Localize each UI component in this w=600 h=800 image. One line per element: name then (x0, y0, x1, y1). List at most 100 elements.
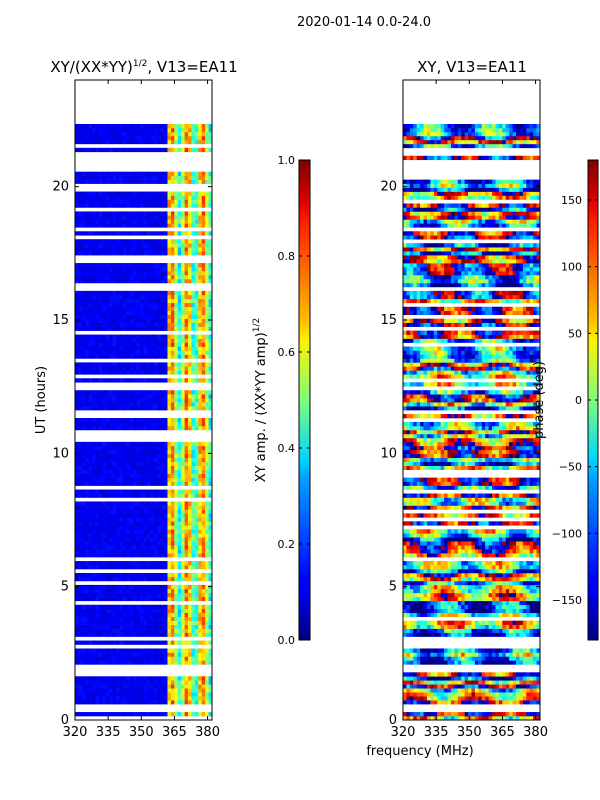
heatmap-cell (201, 525, 206, 530)
heatmap-cell (95, 473, 100, 478)
heatmap-cell (88, 505, 93, 510)
heatmap-cell (440, 716, 445, 720)
heatmap-cell (157, 314, 162, 319)
heatmap-cell (174, 219, 179, 224)
heatmap-cell (129, 314, 134, 319)
heatmap-cell (167, 390, 172, 395)
heatmap-cell (160, 457, 165, 463)
heatmap-cell (167, 362, 172, 367)
heatmap-cell (194, 469, 199, 474)
heatmap-cell (191, 604, 196, 610)
heatmap-cell (184, 203, 189, 208)
heatmap-cell (208, 267, 212, 272)
figure-title: 2020-01-14 0.0-24.0 (297, 15, 431, 30)
heatmap-cell (188, 326, 192, 331)
heatmap-cell (184, 441, 189, 447)
heatmap-cell (88, 243, 93, 248)
heatmap-cell (95, 501, 100, 506)
heatmap-cell (88, 354, 93, 359)
heatmap-cell (136, 596, 141, 602)
heatmap-cell (126, 513, 131, 518)
heatmap-cell (126, 576, 131, 582)
heatmap-cell (184, 263, 189, 268)
heatmap-cell (116, 239, 120, 244)
heatmap-cell (160, 271, 165, 276)
heatmap-cell (140, 306, 144, 312)
heatmap-cell (140, 378, 144, 383)
heatmap-cell (208, 175, 212, 180)
heatmap-cell (164, 592, 168, 598)
heatmap-cell (160, 199, 165, 204)
heatmap-cell (174, 513, 179, 518)
heatmap-cell (164, 390, 168, 395)
heatmap-cell (188, 231, 192, 236)
heatmap-cell (170, 310, 175, 316)
heatmap-cell (150, 274, 155, 280)
heatmap-cell (85, 565, 90, 570)
heatmap-cell (194, 529, 199, 534)
heatmap-cell (174, 147, 179, 153)
heatmap-cell (188, 366, 192, 371)
heatmap-cell (164, 195, 168, 200)
heatmap-cell (181, 584, 185, 590)
heatmap-cell (430, 684, 435, 689)
heatmap-cell (205, 127, 209, 133)
heatmap-cell (136, 223, 141, 228)
heatmap-cell (177, 541, 182, 546)
heatmap-cell (174, 338, 179, 343)
heatmap-cell (194, 362, 199, 367)
heatmap-cell (181, 322, 185, 327)
heatmap-cell (198, 215, 203, 220)
heatmap-cell (133, 588, 138, 594)
heatmap-cell (88, 326, 93, 331)
heatmap-cell (205, 314, 209, 319)
heatmap-cell (78, 696, 83, 701)
heatmap-cell (81, 588, 86, 594)
heatmap-cell (188, 398, 192, 403)
heatmap-cell (112, 473, 117, 478)
heatmap-cell (150, 338, 155, 343)
heatmap-cell (129, 199, 134, 204)
heatmap-cell (92, 696, 96, 701)
heatmap-cell (198, 469, 203, 474)
heatmap-cell (188, 294, 192, 300)
heatmap-cell (481, 716, 486, 720)
heatmap-cell (112, 302, 117, 308)
heatmap-cell (157, 390, 162, 395)
heatmap-cell (167, 366, 172, 371)
heatmap-cell (177, 596, 182, 602)
heatmap-cell (174, 696, 179, 701)
heatmap-cell (188, 505, 192, 510)
heatmap-cell (122, 346, 127, 351)
heatmap-cell (78, 561, 83, 566)
heatmap-cell (194, 298, 199, 304)
heatmap-cell (529, 676, 534, 681)
heatmap-cell (105, 223, 110, 228)
heatmap-cell (112, 465, 117, 470)
heatmap-cell (201, 394, 206, 399)
heatmap-cell (140, 147, 144, 153)
heatmap-cell (208, 402, 212, 407)
heatmap-cell (136, 322, 141, 327)
heatmap-cell (198, 171, 203, 176)
heatmap-cell (105, 278, 110, 284)
heatmap-cell (75, 267, 79, 272)
heatmap-cell (81, 608, 86, 614)
heatmap-cell (457, 672, 462, 677)
heatmap-cell (164, 290, 168, 296)
heatmap-cell (75, 596, 79, 602)
heatmap-cell (181, 533, 185, 538)
heatmap-cell (184, 422, 189, 427)
heatmap-cell (198, 545, 203, 550)
heatmap-cell (170, 576, 175, 582)
heatmap-cell (136, 274, 141, 280)
heatmap-cell (457, 680, 462, 685)
heatmap-cell (112, 656, 117, 661)
heatmap-cell (433, 660, 438, 665)
heatmap-cell (133, 247, 138, 252)
heatmap-cell (109, 441, 114, 447)
heatmap-cell (116, 453, 120, 459)
heatmap-cell (201, 318, 206, 323)
heatmap-cell (119, 338, 124, 343)
heatmap-cell (201, 596, 206, 602)
